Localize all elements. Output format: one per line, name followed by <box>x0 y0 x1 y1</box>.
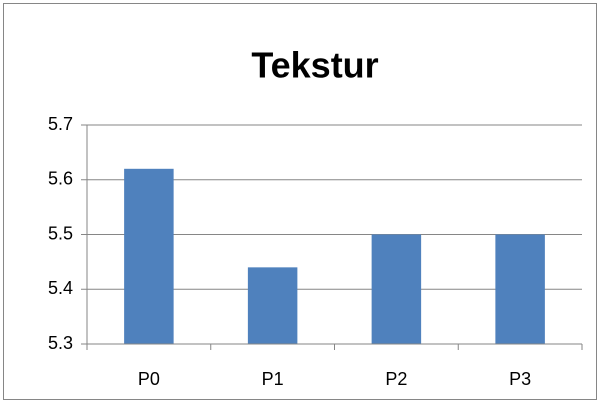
x-tick-label: P3 <box>509 369 531 389</box>
bar <box>495 234 545 344</box>
y-tick-label: 5.3 <box>48 333 73 353</box>
y-tick-label: 5.6 <box>48 169 73 189</box>
bar <box>124 168 174 344</box>
y-tick-label: 5.7 <box>48 114 73 134</box>
x-tick-label: P1 <box>262 369 284 389</box>
chart-title: Tekstur <box>251 45 378 86</box>
x-tick-label: P0 <box>138 369 160 389</box>
y-tick-label: 5.5 <box>48 223 73 243</box>
bar <box>247 267 298 344</box>
y-tick-label: 5.4 <box>48 278 73 298</box>
bar <box>371 234 422 344</box>
x-tick-label: P2 <box>385 369 407 389</box>
